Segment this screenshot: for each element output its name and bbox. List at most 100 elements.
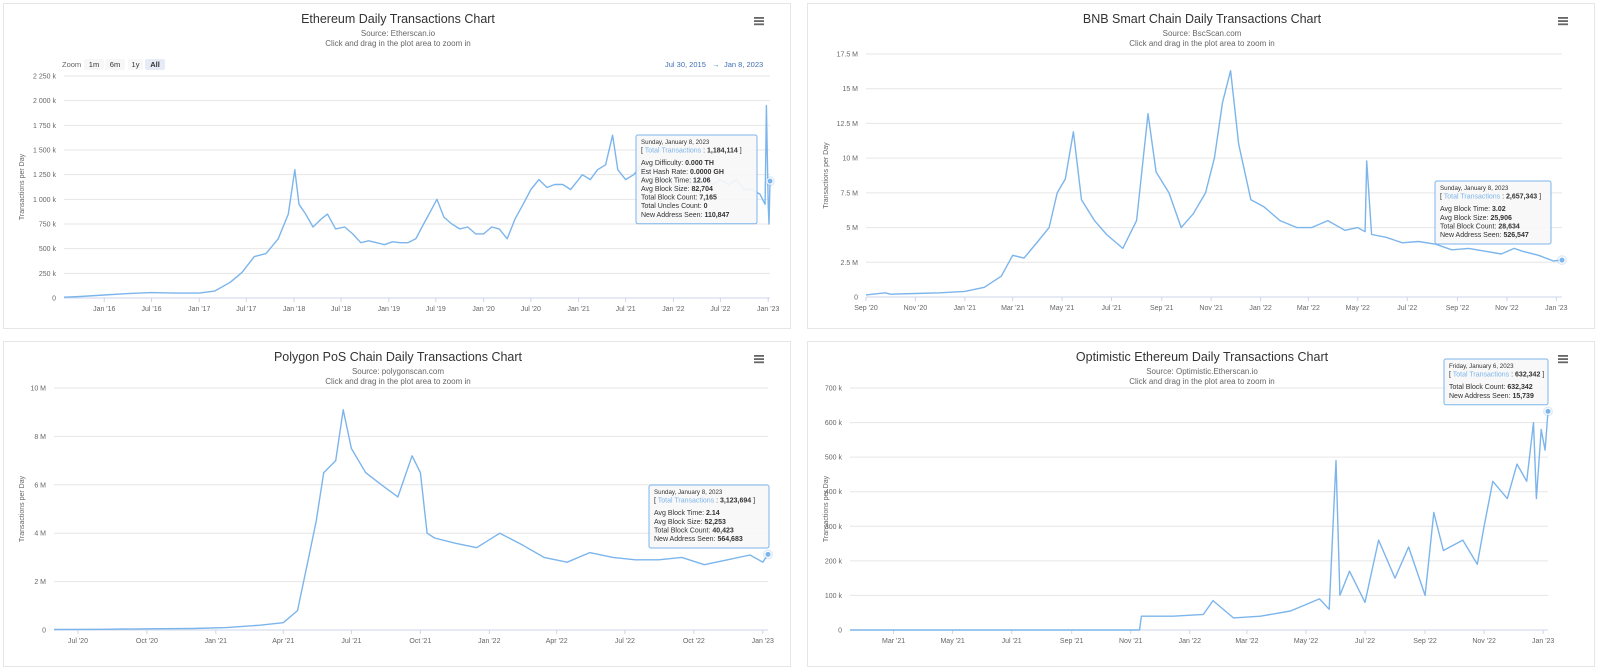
tooltip-row-value: 2.14 <box>706 510 720 517</box>
chart-svg[interactable]: Polygon PoS Chain Daily Transactions Cha… <box>4 342 792 668</box>
x-tick-label: Apr '22 <box>546 638 568 645</box>
x-tick-label: Nov '20 <box>904 305 928 312</box>
menu-icon[interactable] <box>1558 355 1568 364</box>
hover-point[interactable] <box>1544 407 1552 415</box>
x-tick-label: Nov '22 <box>1495 305 1519 312</box>
tooltip-row-label: New Address Seen: <box>1440 232 1503 239</box>
x-tick-label: Jan '21 <box>954 305 976 312</box>
tooltip-row-value: 526,547 <box>1503 232 1528 239</box>
chart-source: Source: BscScan.com <box>1163 29 1242 38</box>
y-tick-label: 200 k <box>825 558 843 565</box>
y-tick-label: 8 M <box>34 434 46 441</box>
tooltip-bracket: ] <box>1537 194 1541 201</box>
y-tick-label: 0 <box>52 296 56 303</box>
tooltip-series-value: 1,184,114 <box>707 148 738 155</box>
optimism-chart-panel[interactable]: Optimistic Ethereum Daily Transactions C… <box>807 341 1595 667</box>
tooltip-sep: : <box>701 148 707 155</box>
x-tick-label: Jul '16 <box>141 306 161 313</box>
x-tick-label: Jul '22 <box>710 306 730 313</box>
y-tick-label: 4 M <box>34 531 46 538</box>
zoom-button-label[interactable]: 1y <box>132 60 140 69</box>
x-tick-label: Jan '16 <box>93 306 115 313</box>
x-tick-label: Jan '22 <box>1249 305 1271 312</box>
x-tick-label: Jan '22 <box>478 638 500 645</box>
x-tick-label: Jan '19 <box>378 306 400 313</box>
tooltip-bracket: ] <box>751 498 755 505</box>
menu-icon[interactable] <box>1558 17 1568 26</box>
menu-icon-bar <box>1558 23 1568 26</box>
tooltip-row-value: 52,253 <box>704 519 726 526</box>
tooltip-row-label: New Address Seen: <box>641 212 704 219</box>
x-tick-label: Jul '21 <box>1101 305 1121 312</box>
y-tick-label: 700 k <box>825 386 843 393</box>
tooltip-box <box>1434 180 1552 245</box>
tooltip-row-value: 15,739 <box>1512 393 1534 400</box>
x-tick-label: Sep '22 <box>1446 305 1470 312</box>
x-tick-label: Mar '22 <box>1235 638 1258 645</box>
zoom-button-1m[interactable]: 1m <box>84 59 104 70</box>
polygon-chart-panel[interactable]: Polygon PoS Chain Daily Transactions Cha… <box>3 341 791 667</box>
tooltip-row-label: Avg Block Size: <box>641 186 691 193</box>
tooltip-box <box>648 484 770 549</box>
x-tick-label: Sep '22 <box>1413 638 1437 645</box>
tooltip-bracket: [ <box>641 148 645 155</box>
x-tick-label: May '21 <box>1050 305 1074 312</box>
x-tick-label: Jan '23 <box>1532 638 1554 645</box>
tooltip-row: New Address Seen: 110,847 <box>641 212 729 219</box>
x-tick-label: Jan '23 <box>1545 305 1567 312</box>
chart-svg[interactable]: Ethereum Daily Transactions Chart Source:… <box>4 4 792 330</box>
tooltip-row-value: 110,847 <box>704 212 729 219</box>
y-tick-label: 0 <box>838 628 842 635</box>
chart-zoom-hint: Click and drag in the plot area to zoom … <box>325 377 470 386</box>
zoom-button-bg <box>105 59 125 70</box>
zoom-button-label[interactable]: 6m <box>110 60 120 69</box>
y-tick-label: 10 M <box>842 156 858 163</box>
zoom-button-6m[interactable]: 6m <box>105 59 125 70</box>
menu-icon-bar <box>754 361 764 364</box>
chart-svg[interactable]: Optimistic Ethereum Daily Transactions C… <box>808 342 1596 668</box>
tooltip-row-label: Avg Block Size: <box>654 519 704 526</box>
tooltip-row-label: Avg Block Time: <box>654 510 706 517</box>
range-from[interactable]: Jul 30, 2015 <box>665 60 706 69</box>
zoom-button-bg <box>145 59 165 70</box>
tooltip-row-label: Total Block Count: <box>654 527 712 534</box>
zoom-button-label[interactable]: All <box>150 60 160 69</box>
tooltip-row-label: Est Hash Rate: <box>641 169 690 176</box>
bnb-chart-panel[interactable]: BNB Smart Chain Daily Transactions Chart… <box>807 3 1595 329</box>
chart-zoom-hint: Click and drag in the plot area to zoom … <box>1129 39 1274 48</box>
x-tick-label: Oct '22 <box>683 638 705 645</box>
x-tick-label: Mar '22 <box>1297 305 1320 312</box>
x-tick-label: Jul '21 <box>616 306 636 313</box>
zoom-button-label[interactable]: 1m <box>89 60 99 69</box>
zoom-button-1y[interactable]: 1y <box>128 59 143 70</box>
ethereum-chart-panel[interactable]: Ethereum Daily Transactions Chart Source:… <box>3 3 791 329</box>
menu-icon-bar <box>1558 20 1568 22</box>
chart-svg[interactable]: BNB Smart Chain Daily Transactions Chart… <box>808 4 1596 330</box>
date-range[interactable]: Jul 30, 2015 → Jan 8, 2023 <box>665 60 763 69</box>
y-tick-label: 2 000 k <box>33 98 56 105</box>
hover-point[interactable] <box>1558 256 1566 264</box>
x-tick-label: Jan '18 <box>283 306 305 313</box>
hover-point[interactable] <box>766 177 774 185</box>
tooltip-row: Avg Block Size: 52,253 <box>654 519 726 526</box>
zoom-button-All[interactable]: All <box>145 59 165 70</box>
hover-point[interactable] <box>764 550 772 558</box>
tooltip: Friday, January 6, 2023 [ Total Transacti… <box>1443 358 1549 406</box>
menu-icon-bar <box>754 20 764 22</box>
tooltip-row-label: Total Block Count: <box>641 195 699 202</box>
x-tick-label: Sep '20 <box>854 305 878 312</box>
menu-icon[interactable] <box>754 355 764 364</box>
y-tick-label: 250 k <box>39 271 57 278</box>
tooltip-row: Avg Block Size: 82,704 <box>641 186 713 193</box>
menu-icon[interactable] <box>754 17 764 26</box>
y-tick-label: 2 M <box>34 579 46 586</box>
range-to[interactable]: Jan 8, 2023 <box>724 60 763 69</box>
tooltip-row: Est Hash Rate: 0.0000 GH <box>641 169 724 176</box>
y-tick-label: 12.5 M <box>837 121 859 128</box>
y-tick-label: 0 <box>42 628 46 635</box>
tooltip-row-value: 25,906 <box>1490 215 1512 222</box>
chart-source: Source: polygonscan.com <box>352 367 444 376</box>
y-tick-label: 1 000 k <box>33 197 56 204</box>
y-tick-label: 5 M <box>846 225 858 232</box>
y-tick-label: 750 k <box>39 222 57 229</box>
